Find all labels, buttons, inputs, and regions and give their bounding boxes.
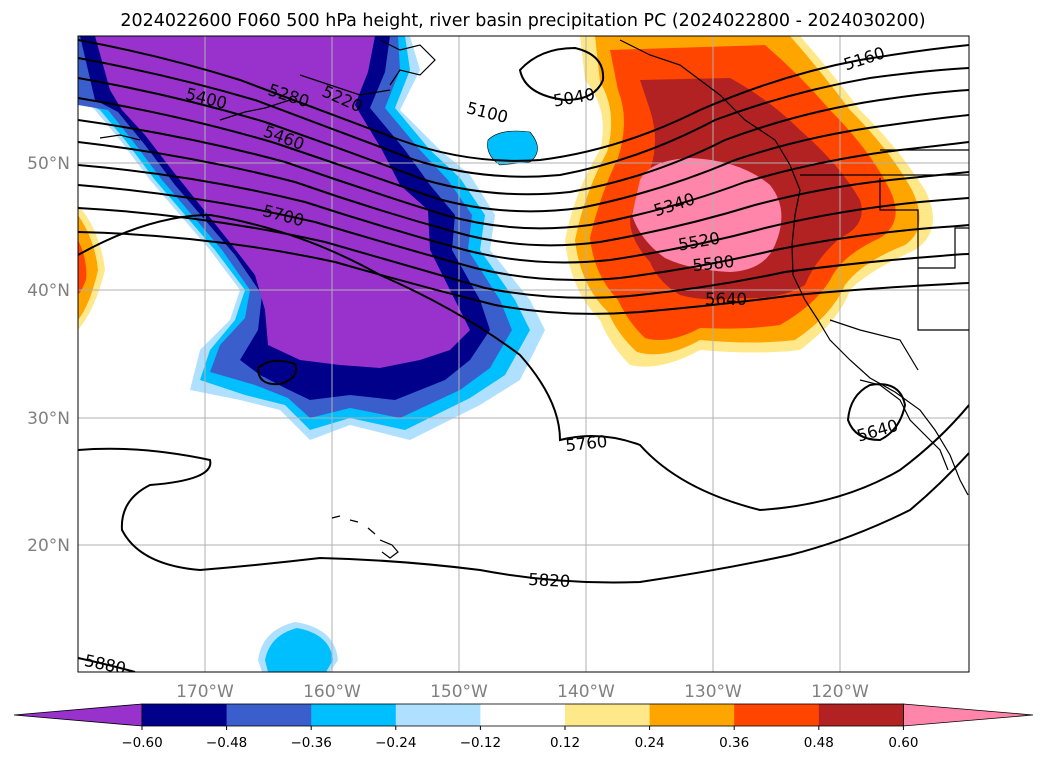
graticule xyxy=(78,36,969,672)
latitude-axis: 50°N 40°N 30°N 20°N xyxy=(27,154,70,556)
contour-label: 5640 xyxy=(705,290,747,309)
colorbar-segment xyxy=(311,704,397,726)
longitude-axis: 170°W 160°W 150°W 140°W 130°W 120°W xyxy=(176,682,869,702)
lon-label: 140°W xyxy=(557,682,615,702)
colorbar-tick-label: −0.60 xyxy=(121,735,162,751)
contour-label: 5760 xyxy=(565,432,609,455)
colorbar xyxy=(13,703,1034,727)
colorbar-tick-label: −0.36 xyxy=(291,735,332,751)
colorbar-tick-label: 0.12 xyxy=(550,735,580,751)
height-contours xyxy=(78,39,969,672)
colorbar-segment xyxy=(565,704,651,726)
lat-label: 20°N xyxy=(27,536,70,556)
colorbar-segment xyxy=(142,704,228,726)
colorbar-tick-label: −0.24 xyxy=(375,735,416,751)
colorbar-segment xyxy=(818,704,904,726)
lat-label: 50°N xyxy=(27,154,70,174)
colorbar-tick-label: −0.12 xyxy=(460,735,501,751)
lon-label: 170°W xyxy=(176,682,234,702)
lat-label: 40°N xyxy=(27,281,70,301)
colorbar-tick-label: 0.24 xyxy=(635,735,665,751)
contour-label: 5580 xyxy=(692,252,736,275)
colorbar-segment xyxy=(395,704,481,726)
lon-label: 120°W xyxy=(811,682,869,702)
colorbar-segment xyxy=(649,704,735,726)
colorbar-tick-label: 0.60 xyxy=(888,735,918,751)
negative-anomaly-region xyxy=(78,36,545,672)
colorbar-segment xyxy=(226,704,312,726)
map-title: 2024022600 F060 500 hPa height, river ba… xyxy=(120,11,925,31)
colorbar-frame xyxy=(141,703,904,727)
lat-label: 30°N xyxy=(27,409,70,429)
colorbar-ticks: −0.60 −0.48 −0.36 −0.24 −0.12 0.12 0.24 0.36 0.4… xyxy=(121,726,918,751)
colorbar-segment xyxy=(734,704,820,726)
lon-label: 160°W xyxy=(303,682,361,702)
lon-label: 150°W xyxy=(430,682,488,702)
lon-label: 130°W xyxy=(684,682,742,702)
colorbar-tick-label: −0.48 xyxy=(206,735,247,751)
colorbar-extend-max xyxy=(903,703,1034,727)
colorbar-tick-label: 0.36 xyxy=(719,735,749,751)
colorbar-extend-min xyxy=(13,703,143,727)
map-panel: 5400 5280 5220 5460 5700 5100 5040 5160 … xyxy=(78,36,969,672)
colorbar-segment xyxy=(480,704,566,726)
colorbar-tick-label: 0.48 xyxy=(804,735,834,751)
map-frame xyxy=(77,35,970,673)
contour-label: 5820 xyxy=(528,570,571,591)
